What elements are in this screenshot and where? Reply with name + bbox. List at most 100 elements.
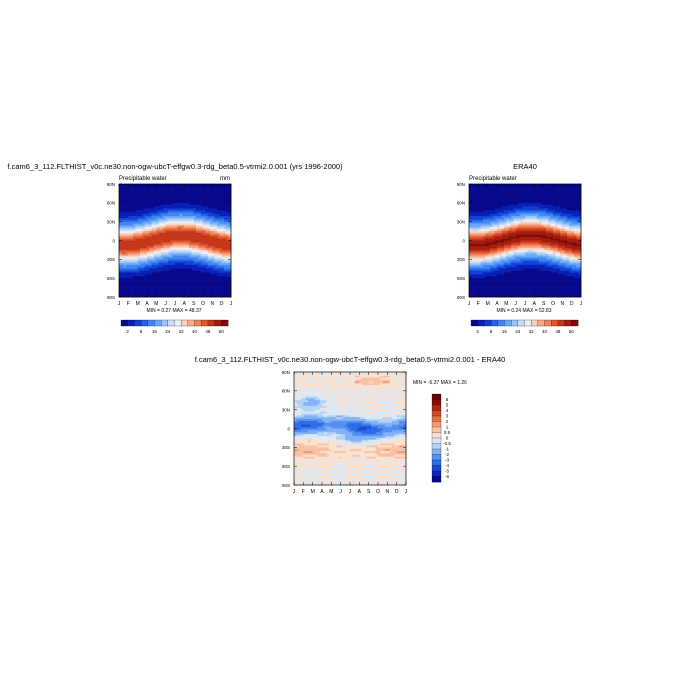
heatmap-cell: [214, 217, 218, 221]
heatmap-cell: [525, 253, 528, 256]
heatmap-cell: [518, 197, 521, 200]
heatmap-cell: [557, 200, 561, 204]
heatmap-cell: [560, 204, 563, 207]
heatmap-cell: [550, 257, 554, 260]
heatmap-cell: [165, 229, 169, 232]
heatmap-cell: [142, 199, 145, 202]
heatmap-cell: [483, 229, 486, 232]
heatmap-cell: [130, 184, 134, 187]
heatmap-cell: [156, 257, 159, 260]
heatmap-cell: [133, 184, 136, 187]
heatmap-cell: [224, 248, 227, 251]
heatmap-cell: [221, 204, 225, 207]
heatmap-cell: [119, 263, 122, 266]
heatmap-cell: [567, 221, 570, 224]
heatmap-cell: [534, 246, 537, 249]
heatmap-cell: [135, 291, 138, 294]
heatmap-cell: [163, 212, 166, 215]
heatmap-cell: [144, 234, 148, 238]
heatmap-cell: [515, 187, 519, 190]
heatmap-cell: [119, 219, 122, 222]
heatmap-cell: [513, 212, 516, 215]
heatmap-cell: [123, 236, 127, 239]
heatmap-cell: [555, 242, 558, 245]
heatmap-cell: [163, 240, 166, 243]
heatmap-cell: [179, 227, 183, 230]
heatmap-cell: [490, 217, 493, 221]
heatmap-cell: [140, 293, 143, 296]
heatmap-cell: [128, 184, 131, 187]
heatmap-cell: [168, 191, 171, 194]
heatmap-cell: [555, 195, 558, 198]
heatmap-cell: [224, 232, 227, 236]
heatmap-cell: [548, 242, 551, 245]
heatmap-cell: [154, 193, 157, 196]
heatmap-cell: [473, 221, 477, 224]
heatmap-cell: [221, 283, 225, 286]
heatmap-cell: [154, 202, 157, 206]
heatmap-cell: [154, 216, 157, 219]
heatmap-cell: [480, 234, 484, 238]
heatmap-cell: [147, 221, 150, 224]
heatmap-cell: [193, 264, 197, 268]
heatmap-cell: [165, 274, 169, 277]
heatmap-cell: [219, 281, 222, 285]
heatmap-cell: [546, 219, 549, 222]
heatmap-cell: [175, 199, 178, 202]
heatmap-cell: [539, 187, 542, 190]
heatmap-cell: [520, 238, 523, 241]
heatmap-cell: [541, 184, 544, 187]
heatmap-cell: [163, 217, 166, 221]
heatmap-cell: [212, 280, 215, 283]
heatmap-cell: [501, 234, 505, 238]
heatmap-cell: [497, 212, 500, 215]
heatmap-cell: [144, 255, 148, 258]
heatmap-cell: [214, 287, 218, 290]
heatmap-cell: [163, 274, 166, 277]
heatmap-cell: [175, 257, 178, 260]
heatmap-cell: [532, 238, 535, 241]
heatmap-cell: [555, 219, 558, 222]
heatmap-cell: [200, 285, 204, 288]
heatmap-cell: [207, 204, 211, 207]
heatmap-cell: [515, 212, 519, 215]
heatmap-cell: [492, 217, 495, 221]
heatmap-cell: [198, 264, 201, 268]
heatmap-cell: [522, 187, 526, 190]
heatmap-cell: [219, 261, 222, 264]
heatmap-cell: [140, 185, 143, 189]
heatmap-cell: [212, 219, 215, 222]
heatmap-cell: [161, 240, 164, 243]
heatmap-cell: [228, 210, 232, 213]
heatmap-cell: [224, 187, 227, 190]
heatmap-cell: [539, 238, 542, 241]
heatmap-cell: [177, 259, 180, 262]
heatmap-cell: [168, 236, 171, 239]
heatmap-cell: [156, 289, 159, 292]
heatmap-cell: [560, 187, 563, 190]
heatmap-cell: [564, 216, 568, 219]
heatmap-cell: [226, 240, 229, 243]
heatmap-cell: [144, 184, 148, 187]
heatmap-cell: [560, 200, 563, 204]
heatmap-cell: [161, 283, 164, 286]
heatmap-cell: [543, 261, 547, 264]
heatmap-cell: [532, 204, 535, 207]
heatmap-cell: [168, 229, 171, 232]
heatmap-cell: [203, 225, 206, 228]
heatmap-cell: [133, 232, 136, 236]
heatmap-cell: [177, 238, 180, 241]
heatmap-cell: [210, 246, 213, 249]
heatmap-cell: [135, 204, 138, 207]
heatmap-cell: [198, 289, 201, 292]
heatmap-cell: [156, 278, 159, 281]
heatmap-cell: [126, 195, 129, 198]
model-panel: f.cam6_3_112.FLTHIST_v0c.ne30.non-ogw-ub…: [7, 162, 343, 334]
heatmap-cell: [515, 240, 519, 243]
heatmap-cell: [205, 274, 208, 277]
heatmap-cell: [497, 225, 500, 228]
heatmap-cell: [189, 238, 192, 241]
heatmap-cell: [217, 264, 220, 268]
heatmap-cell: [161, 276, 164, 279]
heatmap-cell: [515, 249, 519, 253]
